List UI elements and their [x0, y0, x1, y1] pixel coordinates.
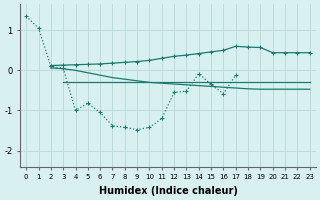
X-axis label: Humidex (Indice chaleur): Humidex (Indice chaleur) — [99, 186, 237, 196]
